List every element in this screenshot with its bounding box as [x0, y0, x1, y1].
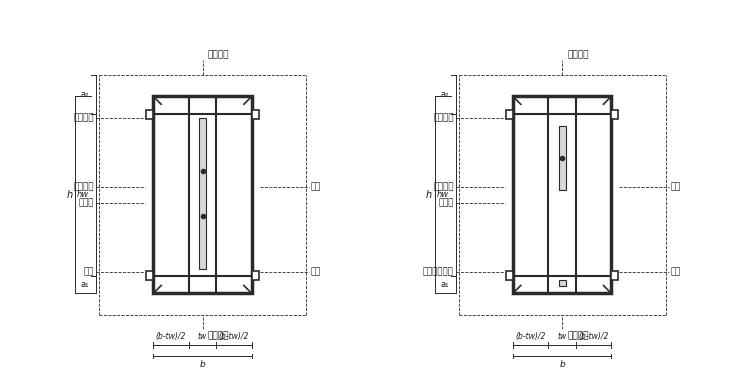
Text: 焊接: 焊接	[84, 267, 94, 276]
Text: hw: hw	[77, 190, 89, 200]
Text: tw: tw	[198, 332, 207, 341]
Text: (b-tw)/2: (b-tw)/2	[579, 332, 609, 341]
Bar	[611, 110, 619, 118]
Text: 梁底纵筋: 梁底纵筋	[208, 331, 229, 340]
Text: b: b	[200, 360, 205, 369]
Text: 连棁腰筋: 连棁腰筋	[433, 114, 454, 123]
Bar	[506, 110, 513, 118]
Text: a₁: a₁	[440, 280, 449, 289]
Text: 栓钉: 栓钉	[311, 183, 321, 192]
Text: 拉结筋穿钉板: 拉结筋穿钉板	[423, 267, 454, 276]
Text: 连棁箍筋: 连棁箍筋	[74, 183, 94, 192]
Text: tw: tw	[557, 332, 567, 341]
Text: 拉结筋: 拉结筋	[79, 198, 94, 207]
Bar	[146, 271, 153, 280]
Text: h: h	[426, 190, 432, 200]
Text: (b-tw)/2: (b-tw)/2	[156, 332, 186, 341]
Bar	[146, 110, 153, 118]
Bar	[611, 271, 619, 280]
Text: 梁顶纵筋: 梁顶纵筋	[567, 50, 588, 59]
Text: (b-tw)/2: (b-tw)/2	[515, 332, 546, 341]
Text: hw: hw	[437, 190, 449, 200]
Text: 连棁箍筋: 连棁箍筋	[433, 183, 454, 192]
Text: a₂: a₂	[440, 90, 449, 99]
Bar	[559, 280, 565, 285]
Bar	[199, 118, 206, 269]
Text: 钉板: 钉板	[670, 267, 681, 276]
Text: 拉结筋: 拉结筋	[438, 198, 454, 207]
Text: h: h	[67, 190, 72, 200]
Text: 连棁腰筋: 连棁腰筋	[74, 114, 94, 123]
Text: 栓钉: 栓钉	[670, 183, 681, 192]
Bar	[252, 271, 259, 280]
Text: (b-tw)/2: (b-tw)/2	[219, 332, 249, 341]
Text: 钉板: 钉板	[311, 267, 321, 276]
Text: a₁: a₁	[81, 280, 89, 289]
Bar	[153, 96, 252, 293]
Bar	[506, 271, 513, 280]
Text: a₂: a₂	[81, 90, 89, 99]
Text: 梁顶纵筋: 梁顶纵筋	[208, 50, 229, 59]
Bar	[513, 96, 611, 293]
Bar	[252, 110, 259, 118]
Bar	[559, 126, 565, 190]
Text: 梁底纵筋: 梁底纵筋	[567, 331, 588, 340]
Text: b: b	[559, 360, 565, 369]
